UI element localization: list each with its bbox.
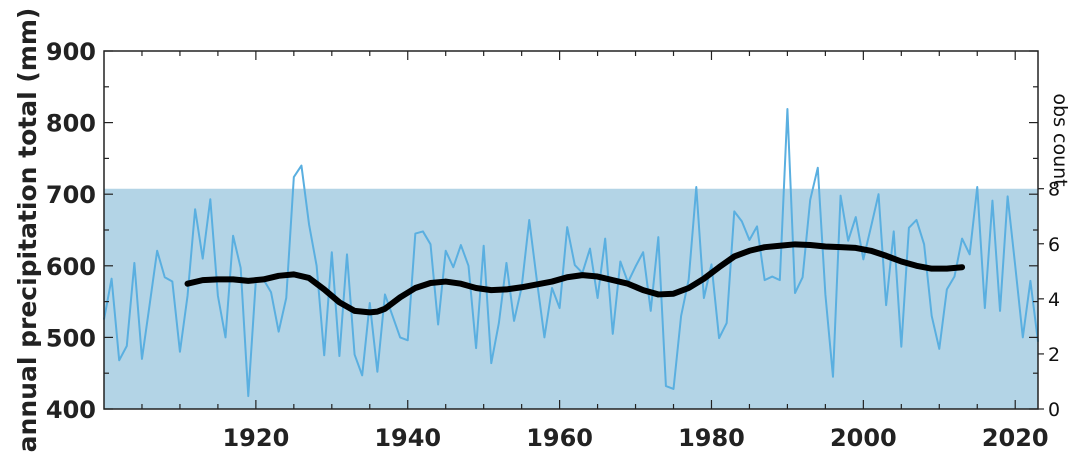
smoothed-series-layer [184,241,966,316]
y-tick-label: 900 [46,38,96,66]
y-tick-label: 600 [46,253,96,281]
x-tick-label: 1920 [222,424,289,452]
x-tick-label: 1960 [526,424,593,452]
y2-tick-label: 0 [1048,399,1060,421]
y2-axis-label: obs count [1049,93,1071,186]
y-axis-label: annual precipitation total (mm) [13,8,42,453]
y-axis-left: 400 500 600 700 800 900 [46,38,1038,424]
smoothed-precip-line [184,241,966,316]
y-tick-label: 400 [46,396,96,424]
y2-tick-label: 4 [1048,289,1060,311]
y2-tick-label: 6 [1048,234,1060,256]
x-tick-label: 2020 [982,424,1049,452]
x-tick-label: 2000 [830,424,897,452]
x-tick-label: 1940 [374,424,441,452]
x-tick-label: 1980 [678,424,745,452]
y-tick-label: 800 [46,110,96,138]
y2-tick-label: 2 [1048,344,1060,366]
x-axis: 1920 1940 1960 1980 2000 2020 [141,51,1049,452]
y-axis-right: 0 2 4 6 8 [1038,179,1060,421]
y-tick-label: 500 [46,324,96,352]
y2-tick-label: 8 [1048,179,1060,201]
y-tick-label: 700 [46,181,96,209]
